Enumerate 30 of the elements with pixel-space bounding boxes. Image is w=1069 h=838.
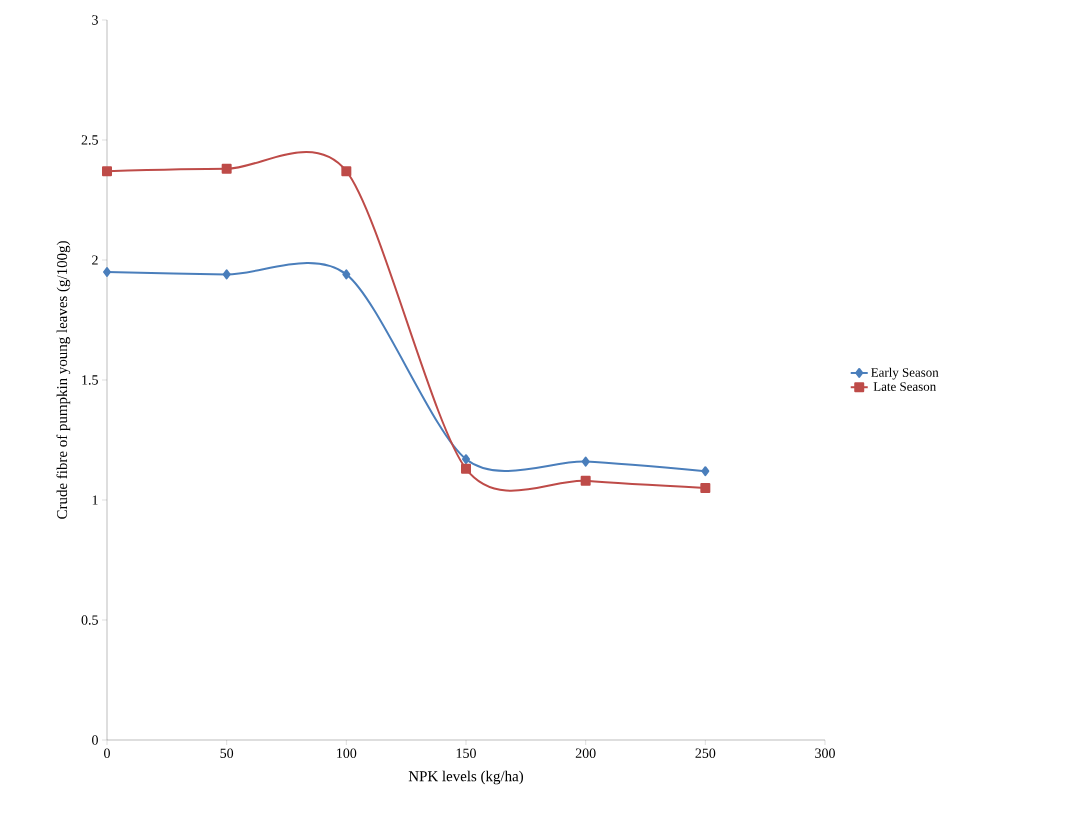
legend-label: Late Season [873, 382, 936, 391]
point [341, 166, 352, 177]
point [580, 475, 591, 486]
x-tick-label: 200 [575, 748, 596, 758]
x-tick-label: 150 [456, 748, 476, 758]
point [222, 269, 231, 280]
y-tick-label: 1.5 [82, 375, 98, 385]
x-tick-label: 250 [695, 748, 716, 758]
point [700, 483, 711, 493]
y-tick-label: 0 [92, 735, 98, 745]
x-tick-label: 100 [337, 748, 357, 758]
y-tick-label: 2.5 [81, 135, 98, 145]
legend-label: Early Season [871, 367, 939, 380]
point [342, 269, 351, 280]
y-tick-label: 1 [92, 495, 98, 505]
y-axis-title: Crude fibre of pumpkin young leaves (g/100g) [56, 241, 71, 519]
point [221, 163, 232, 174]
x-tick-label: 50 [220, 748, 234, 758]
x-tick-label: 0 [104, 748, 110, 758]
y-tick-label: 2 [92, 255, 98, 265]
x-axis-title: NPK levels (kg/ha) [408, 770, 524, 785]
point [701, 466, 710, 477]
x-tick-label: 300 [815, 748, 835, 758]
point [102, 166, 112, 177]
point [581, 456, 590, 467]
y-tick-label: 0.5 [81, 615, 98, 625]
point [462, 454, 470, 465]
y-tick-label: 3 [92, 15, 98, 25]
point [103, 266, 111, 277]
point [461, 463, 471, 474]
